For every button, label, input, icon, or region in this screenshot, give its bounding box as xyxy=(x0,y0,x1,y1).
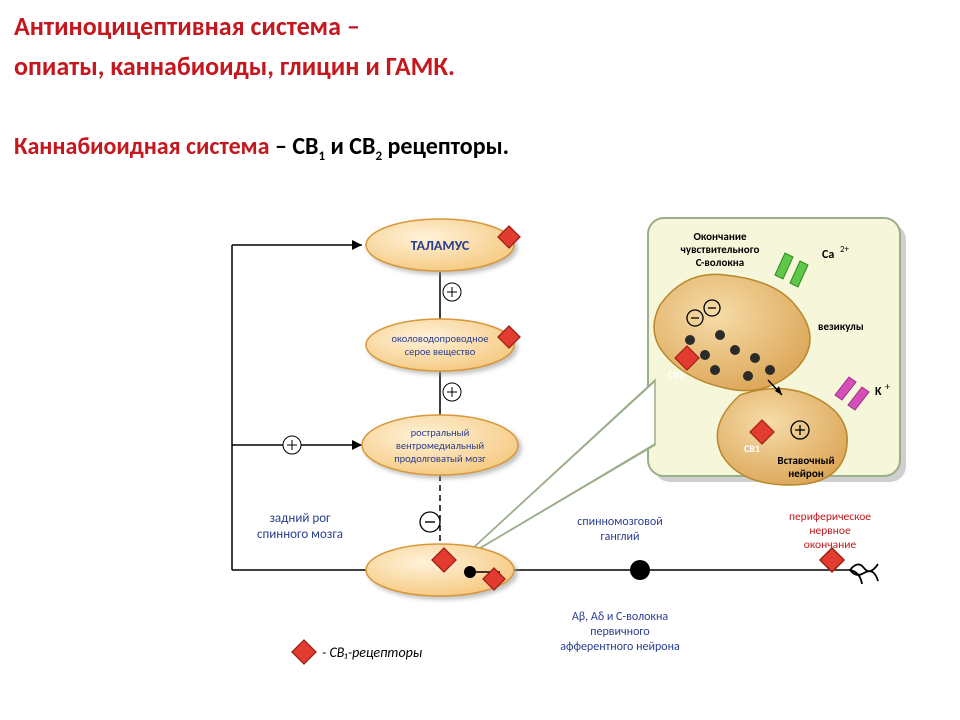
svg-text:+: + xyxy=(885,380,890,393)
svg-text:Аβ, Аδ и С-волокна: Аβ, Аδ и С-волокна xyxy=(572,610,669,624)
svg-text:Вставочный: Вставочный xyxy=(777,454,834,467)
svg-text:чувствительного: чувствительного xyxy=(681,243,760,256)
svg-text:первичного: первичного xyxy=(590,625,649,639)
svg-text:задний рог: задний рог xyxy=(269,511,331,526)
svg-text:2+: 2+ xyxy=(840,244,850,255)
svg-text:нервное: нервное xyxy=(809,524,851,538)
svg-text:Окончание: Окончание xyxy=(693,230,747,243)
svg-text:афферентного нейрона: афферентного нейрона xyxy=(560,640,680,654)
svg-text:везикулы: везикулы xyxy=(818,320,864,333)
svg-text:ТАЛАМУС: ТАЛАМУС xyxy=(411,237,470,254)
svg-text:окончание: окончание xyxy=(804,538,857,552)
svg-text:спинномозговой: спинномозговой xyxy=(577,515,662,529)
svg-text:околоводопроводное: околоводопроводное xyxy=(391,332,488,345)
svg-text:нейрон: нейрон xyxy=(788,467,823,480)
svg-text:С-волокна: С-волокна xyxy=(696,256,745,269)
svg-text:вентромедиальный: вентромедиальный xyxy=(396,439,484,452)
svg-text:продолговатый мозг: продолговатый мозг xyxy=(394,452,486,465)
svg-text:серое вещество: серое вещество xyxy=(405,345,476,358)
inset-box: Ca 2+ CB1 K+ CB1 Окончание чувствительног… xyxy=(648,218,906,485)
svg-text:Ca: Ca xyxy=(822,248,834,262)
svg-text:- СВ₁-рецепторы: - СВ₁-рецепторы xyxy=(322,644,422,661)
svg-text:спинного мозга: спинного мозга xyxy=(257,527,343,542)
diagram-svg: Ca 2+ CB1 K+ CB1 Окончание чувствительног… xyxy=(0,0,960,720)
svg-text:CB1: CB1 xyxy=(668,368,684,381)
svg-text:периферическое: периферическое xyxy=(789,510,871,524)
svg-text:ганглий: ганглий xyxy=(600,530,639,544)
svg-text:K: K xyxy=(875,385,882,399)
svg-text:CB1: CB1 xyxy=(744,442,760,455)
svg-text:ростральный: ростральный xyxy=(411,426,470,439)
